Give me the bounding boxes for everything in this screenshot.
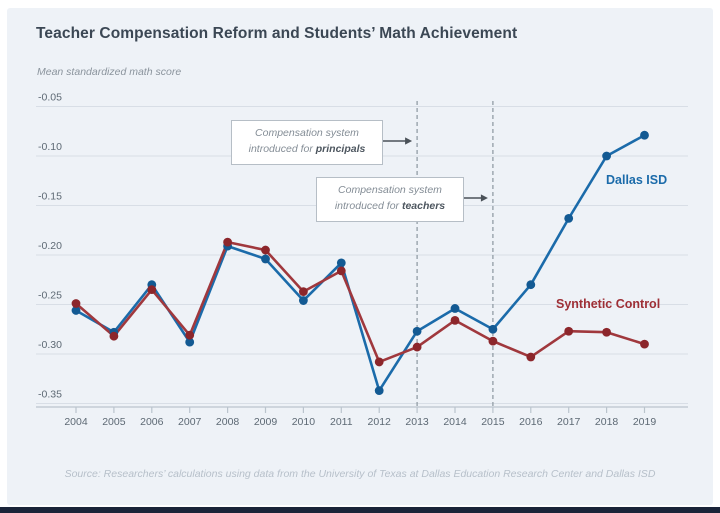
data-point (374, 386, 384, 396)
bottom-bar (0, 507, 720, 513)
x-axis: 2004 2005 2006 2007 2008 2009 2010 2011 2012 2013… (36, 406, 688, 428)
x-tick-label: 2013 (405, 416, 429, 428)
annotation-teachers-line1: Compensation system (338, 184, 442, 196)
data-point (602, 151, 611, 161)
data-point (109, 331, 119, 341)
y-tick-label: -0.30 (38, 339, 62, 351)
annotation-teachers-line2: introduced for teachers (334, 199, 446, 212)
x-tick-label: 2008 (216, 416, 240, 428)
y-tick-label: -0.10 (38, 141, 62, 153)
y-tick-label: -0.20 (38, 240, 62, 252)
y-tick-label: -0.35 (38, 389, 62, 401)
y-axis-title: Mean standardized math score (37, 66, 182, 78)
x-tick-label: 2009 (254, 416, 278, 428)
x-tick-label: 2018 (595, 416, 619, 428)
data-point (336, 266, 346, 276)
x-tick-label: 2010 (292, 416, 316, 428)
data-point (412, 342, 422, 352)
annotation-principals-line1: Compensation system (255, 127, 359, 139)
data-point (640, 130, 649, 140)
series-line-synthetic-control (74, 240, 646, 364)
x-tick-label: 2006 (140, 416, 164, 428)
data-point (564, 326, 574, 336)
series-dots-dallas-isd (71, 130, 649, 396)
data-point (564, 213, 574, 223)
y-tick-label: -0.05 (38, 92, 62, 104)
data-point (488, 336, 498, 346)
data-point (223, 237, 233, 247)
data-point (450, 304, 460, 313)
y-tick-label: -0.25 (38, 290, 62, 302)
figure-card (7, 8, 713, 505)
x-tick-label: 2016 (519, 416, 543, 428)
x-tick-label: 2011 (330, 416, 353, 428)
data-point (374, 357, 384, 367)
arrow-teachers (463, 194, 488, 202)
x-tick-label: 2019 (633, 416, 657, 428)
data-point (526, 280, 536, 290)
y-tick-label: -0.15 (38, 191, 62, 203)
data-point (261, 245, 270, 255)
x-tick-label: 2007 (178, 416, 202, 428)
y-gridlines: -0.05 -0.10 -0.15 -0.20 -0.25 -0.30 -0.35 (36, 92, 688, 404)
data-point (450, 315, 460, 325)
series-label-dallas-isd: Dallas ISD (606, 173, 668, 187)
data-point (488, 324, 498, 334)
data-point (71, 306, 81, 315)
data-point (602, 327, 611, 337)
data-point (147, 285, 157, 295)
data-point (526, 352, 536, 362)
data-point (185, 330, 195, 340)
data-point (336, 258, 346, 268)
data-point (412, 326, 422, 336)
annotation-principals-line2: introduced for principals (248, 142, 366, 155)
data-point (640, 339, 649, 349)
annotation-teachers: Compensation system introduced for teach… (316, 177, 464, 222)
data-point (261, 254, 270, 264)
data-point (299, 296, 308, 305)
annotation-principals: Compensation system introduced for princ… (231, 120, 383, 165)
x-tick-label: 2015 (481, 416, 505, 428)
x-tick-label: 2014 (443, 416, 467, 428)
source-note: Source: Researchers’ calculations using … (64, 468, 656, 480)
data-point (299, 287, 308, 297)
series-label-synthetic-control: Synthetic Control (556, 297, 661, 311)
chart-title: Teacher Compensation Reform and Students… (36, 25, 518, 42)
arrow-principals (382, 137, 413, 145)
x-tick-label: 2005 (102, 416, 126, 428)
data-point (185, 337, 195, 347)
x-tick-label: 2017 (557, 416, 581, 428)
x-tick-label: 2004 (64, 416, 88, 428)
series-dots-synthetic-control (71, 237, 649, 367)
x-tick-label: 2012 (368, 416, 392, 428)
series-line-dallas-isd (74, 133, 646, 392)
data-point (71, 299, 81, 308)
